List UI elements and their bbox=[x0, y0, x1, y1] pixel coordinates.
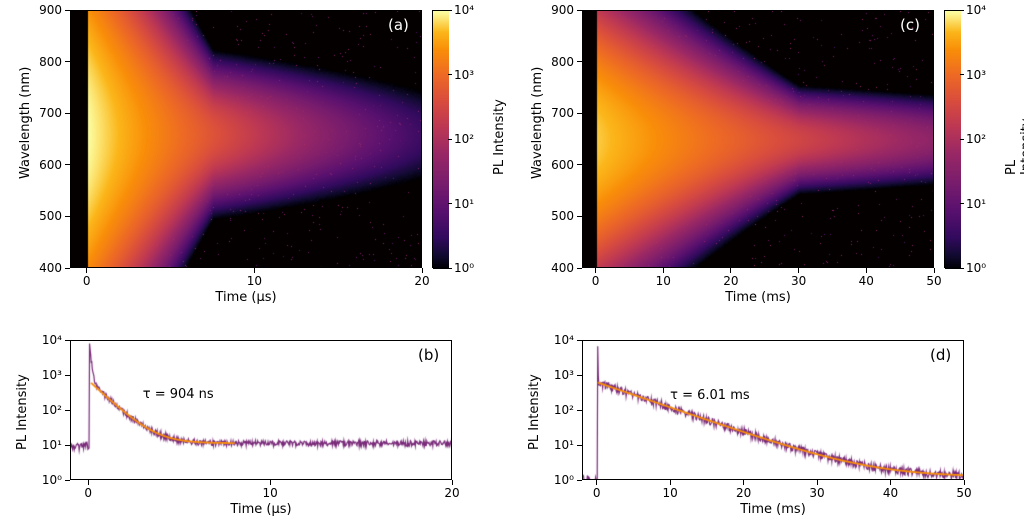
panel_d-letter: (d) bbox=[930, 346, 951, 364]
plot-panel_c bbox=[582, 10, 934, 268]
panel_c-colorbar bbox=[944, 10, 960, 268]
panel_c-letter: (c) bbox=[900, 16, 920, 34]
panel_a-xlabel: Time (µs) bbox=[215, 290, 276, 305]
panel_a-ylabel: Wavelength (nm) bbox=[18, 67, 33, 179]
panel_c-ylabel: Wavelength (nm) bbox=[530, 67, 545, 179]
panel_b-ylabel: PL Intensity bbox=[15, 374, 30, 450]
plot-panel_b bbox=[70, 340, 452, 480]
plot-panel_d bbox=[582, 340, 964, 480]
panel_b-letter: (b) bbox=[418, 346, 439, 364]
figure-root: Time (µs)Wavelength (nm)0102040050060070… bbox=[0, 0, 1024, 520]
panel_a-letter: (a) bbox=[388, 16, 409, 34]
panel_a-colorbar bbox=[432, 10, 448, 268]
panel_d-tau-annotation: τ = 6.01 ms bbox=[670, 388, 750, 403]
panel_a-cbar-label: PL Intensity bbox=[492, 99, 507, 175]
panel_c-cbar-label: PL Intensity bbox=[1004, 118, 1024, 175]
panel_d-ylabel: PL Intensity bbox=[527, 374, 542, 450]
panel_b-xlabel: Time (µs) bbox=[230, 502, 291, 517]
panel_b-tau-annotation: τ = 904 ns bbox=[143, 387, 214, 402]
panel_d-xlabel: Time (ms) bbox=[740, 502, 806, 517]
plot-panel_a bbox=[70, 10, 422, 268]
panel_c-xlabel: Time (ms) bbox=[725, 290, 791, 305]
